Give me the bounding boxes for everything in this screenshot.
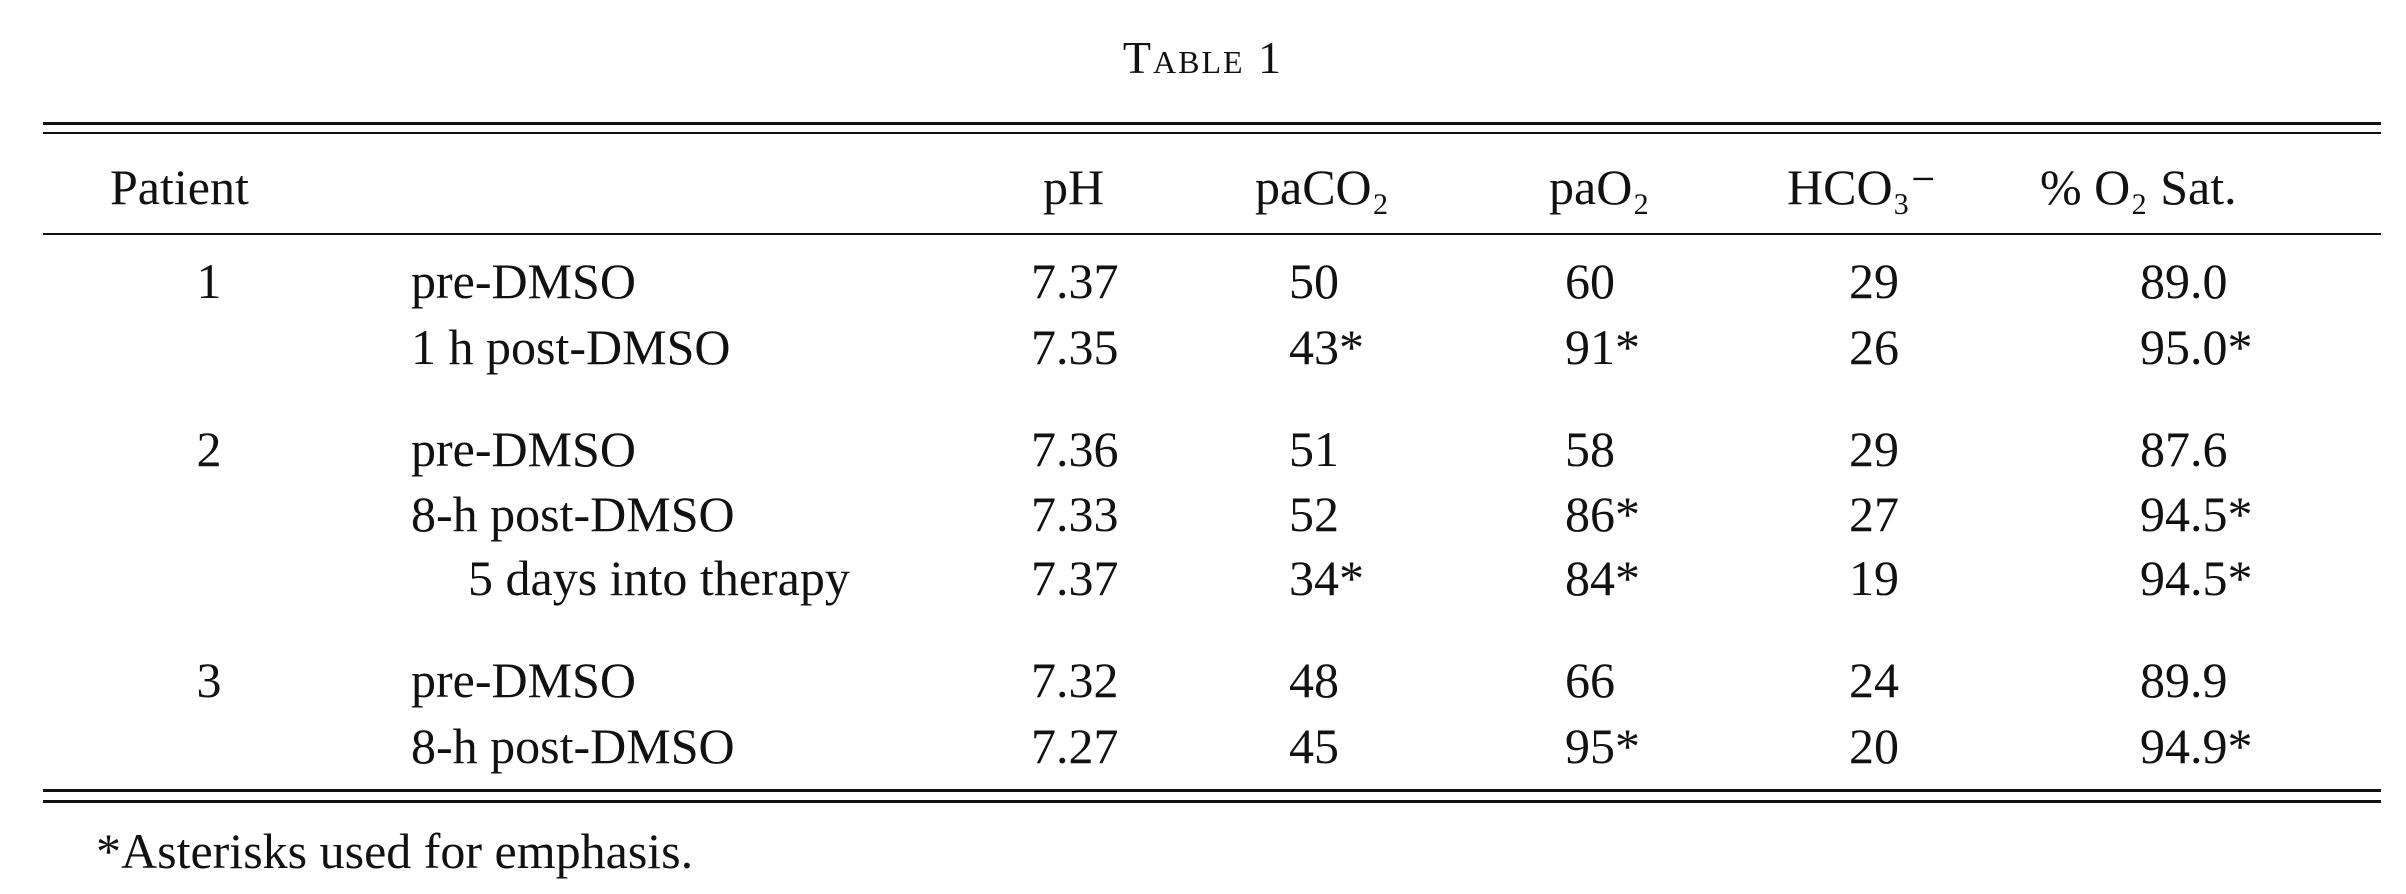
- cell: 50: [1289, 253, 1339, 309]
- cell: 7.37: [1031, 550, 1119, 606]
- cell: 48: [1289, 652, 1339, 708]
- cell: 27: [1849, 486, 1899, 542]
- bottom-rule: [43, 800, 2381, 803]
- cell: 7.27: [1031, 718, 1119, 774]
- patient-id: 1: [196, 253, 222, 309]
- footnote: *Asterisks used for emphasis.: [96, 823, 694, 879]
- row-label: pre-DMSO: [411, 253, 636, 309]
- cell: 58: [1565, 421, 1615, 477]
- cell: 7.32: [1031, 652, 1119, 708]
- header-rule: [43, 233, 2381, 235]
- cell: 26: [1849, 319, 1899, 375]
- cell: 24: [1849, 652, 1899, 708]
- cell: 86*: [1565, 486, 1640, 542]
- cell: 20: [1849, 718, 1899, 774]
- cell: 66: [1565, 652, 1615, 708]
- cell: 34*: [1289, 550, 1364, 606]
- row-label: 8-h post-DMSO: [411, 718, 735, 774]
- cell: 60: [1565, 253, 1615, 309]
- patient-id: 2: [196, 421, 222, 477]
- cell: 45: [1289, 718, 1339, 774]
- row-label: 8-h post-DMSO: [411, 486, 735, 542]
- top-rule: [43, 132, 2381, 134]
- row-label: 5 days into therapy: [468, 550, 850, 606]
- cell: 7.37: [1031, 253, 1119, 309]
- cell: 89.9: [2140, 652, 2228, 708]
- bottom-rule: [43, 789, 2381, 792]
- cell: 7.35: [1031, 319, 1119, 375]
- cell: 19: [1849, 550, 1899, 606]
- row-label: pre-DMSO: [411, 421, 636, 477]
- row-label: 1 h post-DMSO: [411, 319, 731, 375]
- cell: 43*: [1289, 319, 1364, 375]
- column-header: HCO₃⁻: [1787, 159, 1937, 215]
- cell: 89.0: [2140, 253, 2228, 309]
- column-header: Patient: [110, 159, 249, 215]
- cell: 29: [1849, 421, 1899, 477]
- cell: 94.9*: [2140, 718, 2253, 774]
- table-title: Table 1: [1122, 32, 1284, 83]
- cell: 7.36: [1031, 421, 1119, 477]
- cell: 52: [1289, 486, 1339, 542]
- cell: 84*: [1565, 550, 1640, 606]
- top-rule: [43, 122, 2381, 125]
- cell: 87.6: [2140, 421, 2228, 477]
- row-label: pre-DMSO: [411, 652, 636, 708]
- cell: 95.0*: [2140, 319, 2253, 375]
- cell: 95*: [1565, 718, 1640, 774]
- cell: 7.33: [1031, 486, 1119, 542]
- cell: 29: [1849, 253, 1899, 309]
- cell: 51: [1289, 421, 1339, 477]
- patient-id: 3: [196, 652, 222, 708]
- column-header: % O₂ Sat.: [2040, 159, 2237, 215]
- column-header: paO₂: [1549, 159, 1650, 215]
- column-header: paCO₂: [1255, 159, 1390, 215]
- cell: 94.5*: [2140, 486, 2253, 542]
- cell: 91*: [1565, 319, 1640, 375]
- cell: 94.5*: [2140, 550, 2253, 606]
- column-header: pH: [1043, 159, 1105, 215]
